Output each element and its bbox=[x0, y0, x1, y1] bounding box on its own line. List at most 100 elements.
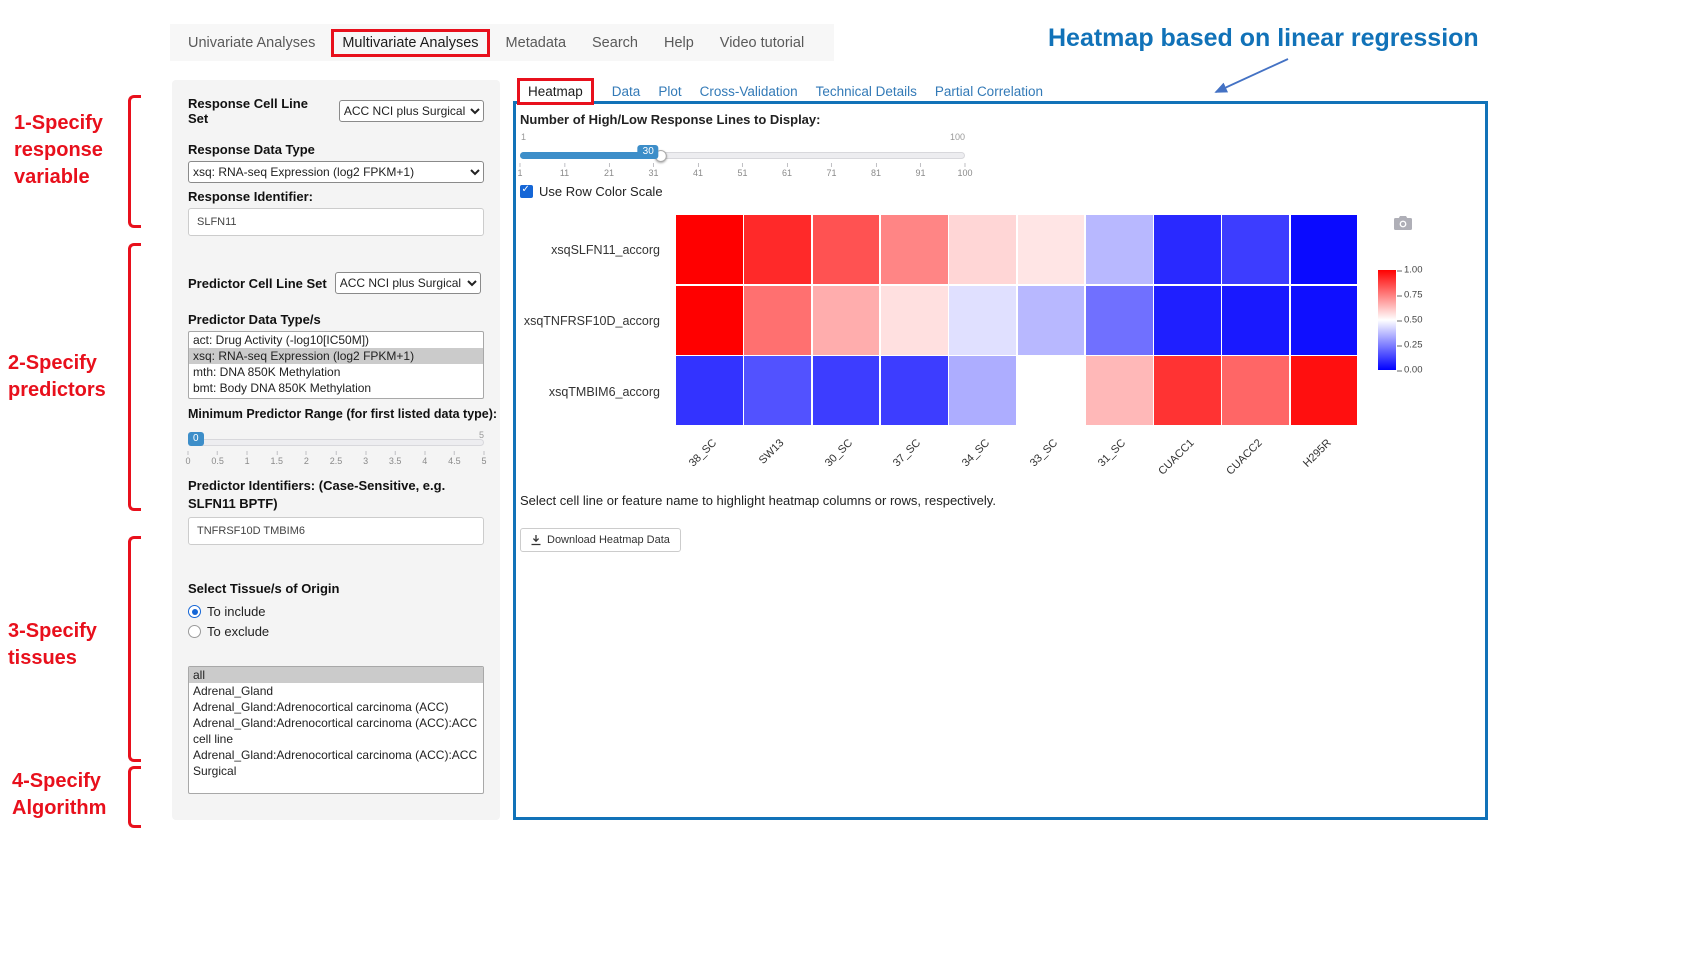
heatmap-row-label[interactable]: xsqTNFRSF10D_accorg bbox=[523, 314, 660, 328]
slider-value-tag[interactable]: 30 bbox=[637, 145, 659, 159]
tissue-include-radio[interactable]: To include bbox=[188, 604, 484, 619]
tab-plot[interactable]: Plot bbox=[658, 84, 682, 99]
heatmap-col-label[interactable]: 38_SC bbox=[686, 437, 719, 470]
nav-help[interactable]: Help bbox=[663, 34, 694, 51]
heatmap-cell[interactable] bbox=[1085, 356, 1153, 426]
lines-slider-label: Number of High/Low Response Lines to Dis… bbox=[520, 112, 821, 127]
predictor-cell-line-set-select[interactable]: ACC NCI plus Surgical bbox=[334, 272, 481, 294]
heatmap-cell[interactable] bbox=[1222, 356, 1290, 426]
slider-tick: 41 bbox=[693, 163, 703, 178]
heatmap-cell[interactable] bbox=[812, 356, 880, 426]
heatmap-col-label[interactable]: CUACC2 bbox=[1224, 437, 1266, 478]
row-color-scale-checkbox[interactable]: Use Row Color Scale bbox=[520, 184, 663, 199]
nav-metadata[interactable]: Metadata bbox=[505, 34, 567, 51]
tab-partial-correlation[interactable]: Partial Correlation bbox=[934, 84, 1043, 99]
heatmap-cell[interactable] bbox=[812, 215, 880, 285]
heatmap-col-label[interactable]: 33_SC bbox=[1027, 437, 1061, 470]
heatmap-cell[interactable] bbox=[1017, 215, 1085, 285]
heatmap-col-label[interactable]: 37_SC bbox=[891, 437, 924, 470]
colorbar-tick-label: 0.00 bbox=[1397, 364, 1423, 376]
result-tabs: Heatmap Data Plot Cross-Validation Techn… bbox=[517, 78, 1043, 105]
heatmap-col-label[interactable]: 30_SC bbox=[822, 437, 856, 470]
predictor-identifiers-label: Predictor Identifiers: (Case-Sensitive, … bbox=[188, 478, 446, 512]
download-heatmap-data-button[interactable]: Download Heatmap Data bbox=[520, 528, 681, 552]
heatmap-cell[interactable] bbox=[1085, 285, 1153, 355]
tab-cross-validation[interactable]: Cross-Validation bbox=[699, 84, 798, 99]
nav-video-tutorial[interactable]: Video tutorial bbox=[719, 34, 805, 51]
heatmap-cell[interactable] bbox=[1017, 356, 1085, 426]
heatmap-cell[interactable] bbox=[1154, 285, 1221, 355]
heatmap-cell[interactable] bbox=[1222, 215, 1290, 285]
response-data-type-select[interactable]: xsq: RNA-seq Expression (log2 FPKM+1) bbox=[188, 161, 484, 183]
tissue-option[interactable]: all bbox=[189, 667, 483, 684]
heatmap-cell[interactable] bbox=[880, 356, 948, 426]
slider-tick: 0 bbox=[185, 451, 191, 466]
heatmap-cell[interactable] bbox=[1017, 285, 1085, 355]
heatmap-col-label[interactable]: 31_SC bbox=[1096, 437, 1129, 470]
predictor-data-types-listbox[interactable]: act: Drug Activity (-log10[IC50M]) xsq: R… bbox=[188, 331, 484, 399]
tissue-exclude-radio[interactable]: To exclude bbox=[188, 624, 484, 639]
heatmap-cell[interactable] bbox=[676, 215, 743, 285]
camera-snapshot-icon[interactable] bbox=[1394, 216, 1412, 230]
slider-track[interactable] bbox=[188, 439, 484, 446]
heatmap-cell[interactable] bbox=[1154, 356, 1221, 426]
response-cell-line-set-select[interactable]: ACC NCI plus Surgical bbox=[338, 100, 484, 122]
heatmap-cell[interactable] bbox=[949, 215, 1016, 285]
heatmap-col-label[interactable]: 34_SC bbox=[959, 437, 992, 470]
heatmap-cell[interactable] bbox=[676, 285, 743, 355]
tissue-origin-label: Select Tissue/s of Origin bbox=[188, 581, 340, 597]
response-identifier-label: Response Identifier: bbox=[188, 189, 313, 204]
tab-data[interactable]: Data bbox=[611, 84, 641, 99]
heatmap-cell[interactable] bbox=[949, 285, 1016, 355]
slider-min-label: 1 bbox=[521, 132, 527, 142]
tissue-option[interactable]: Adrenal_Gland bbox=[193, 684, 274, 699]
predictor-data-type-option[interactable]: mth: DNA 850K Methylation bbox=[193, 365, 341, 379]
tissue-option[interactable]: Adrenal_Gland:Adrenocortical carcinoma (… bbox=[193, 700, 449, 715]
slider-max-label: 5 bbox=[478, 430, 484, 440]
predictor-identifiers-input[interactable] bbox=[188, 517, 484, 546]
nav-multivariate-analyses[interactable]: Multivariate Analyses bbox=[331, 28, 490, 57]
predictor-cell-line-set-label: Predictor Cell Line Set bbox=[188, 275, 327, 291]
heatmap-cell[interactable] bbox=[1290, 285, 1358, 355]
heatmap-cell[interactable] bbox=[949, 356, 1016, 426]
tissue-include-radio-label: To include bbox=[207, 604, 266, 620]
heatmap-col-label[interactable]: CUACC1 bbox=[1156, 437, 1197, 478]
radio-off-icon bbox=[188, 625, 201, 639]
predictor-data-type-option[interactable]: bmt: Body DNA 850K Methylation bbox=[193, 381, 372, 395]
heatmap-cell[interactable] bbox=[1222, 285, 1290, 355]
heatmap-row-label[interactable]: xsqTMBIM6_accorg bbox=[548, 384, 660, 399]
colorbar-tick-label: 0.75 bbox=[1397, 289, 1423, 301]
nav-univariate-analyses[interactable]: Univariate Analyses bbox=[188, 34, 316, 51]
heatmap-cell[interactable] bbox=[1154, 215, 1221, 285]
tissue-option[interactable]: Adrenal_Gland:Adrenocortical carcinoma (… bbox=[193, 716, 478, 747]
slider-value-tag[interactable]: 0 bbox=[188, 432, 204, 446]
heatmap-cell[interactable] bbox=[1290, 215, 1358, 285]
heatmap-cell[interactable] bbox=[744, 215, 812, 285]
predictor-data-type-option[interactable]: xsq: RNA-seq Expression (log2 FPKM+1) bbox=[189, 348, 483, 364]
heatmap-cell[interactable] bbox=[880, 215, 948, 285]
heatmap-cell[interactable] bbox=[744, 356, 812, 426]
tissue-listbox[interactable]: all Adrenal_Gland Adrenal_Gland:Adrenocort… bbox=[188, 666, 484, 795]
heatmap-cell[interactable] bbox=[1290, 356, 1358, 426]
nav-search[interactable]: Search bbox=[592, 34, 638, 51]
lines-slider[interactable]: 1 100 30 1 11 21 31 41 51 61 71 81 91 100 bbox=[517, 130, 973, 179]
heatmap-cell[interactable] bbox=[1085, 215, 1153, 285]
heatmap-col-label[interactable]: H295R bbox=[1300, 437, 1334, 470]
heatmap-cell[interactable] bbox=[880, 285, 948, 355]
slider-tick: 1.5 bbox=[271, 451, 283, 466]
heatmap-row-label[interactable]: xsqSLFN11_accorg bbox=[551, 243, 660, 258]
heatmap-cell[interactable] bbox=[676, 356, 743, 426]
slider-tick-grid: 1 11 21 31 41 51 61 71 81 91 100 bbox=[517, 163, 973, 179]
colorbar-tick-label: 0.50 bbox=[1397, 314, 1423, 326]
heatmap-cell[interactable] bbox=[744, 285, 812, 355]
min-predictor-range-slider[interactable]: 5 0 0 0.5 1 1.5 2 2.5 3 3.5 4 4.5 5 bbox=[185, 425, 487, 471]
response-identifier-input[interactable] bbox=[188, 208, 484, 236]
predictor-data-type-option[interactable]: act: Drug Activity (-log10[IC50M]) bbox=[193, 333, 370, 347]
heatmap-cell[interactable] bbox=[812, 285, 880, 355]
slider-tick-grid: 0 0.5 1 1.5 2 2.5 3 3.5 4 4.5 5 bbox=[185, 451, 487, 467]
annotation-step-1: 1-Specify response variable bbox=[14, 112, 103, 188]
tissue-option[interactable]: Adrenal_Gland:Adrenocortical carcinoma (… bbox=[193, 748, 478, 779]
tab-heatmap[interactable]: Heatmap bbox=[517, 78, 594, 105]
tab-technical-details[interactable]: Technical Details bbox=[815, 84, 917, 99]
heatmap-col-label[interactable]: SW13 bbox=[757, 437, 787, 467]
